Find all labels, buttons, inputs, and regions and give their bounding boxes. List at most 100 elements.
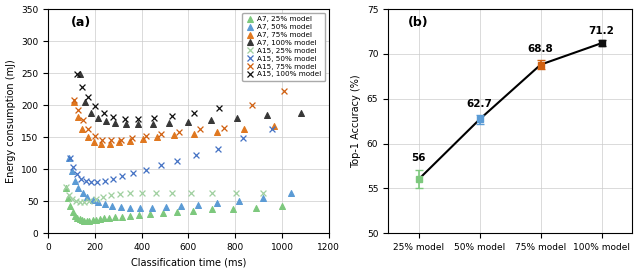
- Point: [164, 121, 174, 125]
- Point: [90, 104, 100, 109]
- Point: [86, 111, 96, 115]
- Point: [183, 120, 193, 124]
- Point: [238, 136, 248, 141]
- Point: [279, 20, 289, 24]
- Point: [258, 196, 268, 200]
- Point: [68, 210, 78, 214]
- Point: [64, 155, 74, 160]
- Point: [133, 122, 143, 126]
- Point: [72, 172, 82, 176]
- Point: [109, 215, 120, 219]
- Point: [76, 177, 86, 181]
- Point: [205, 118, 216, 122]
- Point: [147, 205, 157, 210]
- Point: [110, 121, 120, 125]
- Text: 71.2: 71.2: [589, 25, 614, 35]
- Point: [186, 191, 196, 195]
- Point: [100, 179, 110, 183]
- Point: [207, 191, 217, 195]
- Point: [230, 191, 241, 195]
- Point: [174, 130, 184, 134]
- Point: [97, 194, 108, 199]
- Point: [207, 207, 217, 212]
- Point: [79, 200, 90, 204]
- Point: [141, 168, 151, 172]
- Y-axis label: Energy consumption (mJ): Energy consumption (mJ): [6, 59, 15, 183]
- Point: [129, 171, 139, 175]
- Point: [61, 186, 71, 191]
- Point: [90, 196, 100, 201]
- Point: [86, 180, 96, 184]
- Point: [115, 205, 125, 209]
- Point: [193, 203, 203, 207]
- Point: [106, 138, 116, 143]
- Text: (b): (b): [408, 16, 428, 29]
- Point: [120, 116, 130, 121]
- Point: [88, 198, 98, 202]
- Point: [70, 214, 80, 218]
- Point: [125, 139, 135, 143]
- Point: [108, 177, 118, 181]
- Point: [99, 216, 109, 221]
- Point: [125, 191, 136, 196]
- Point: [172, 159, 182, 163]
- Point: [88, 218, 98, 222]
- Point: [212, 130, 222, 134]
- Point: [169, 133, 179, 137]
- Point: [83, 95, 93, 100]
- Point: [213, 146, 223, 151]
- Point: [117, 174, 127, 178]
- Point: [244, 63, 254, 68]
- Point: [68, 98, 79, 102]
- Point: [189, 132, 199, 136]
- Text: 56: 56: [412, 153, 426, 163]
- Point: [135, 205, 145, 210]
- Point: [261, 113, 271, 118]
- Point: [232, 116, 242, 120]
- Point: [68, 165, 78, 170]
- Point: [219, 125, 229, 130]
- Point: [93, 116, 103, 120]
- Point: [90, 134, 100, 138]
- Point: [81, 219, 92, 223]
- Point: [84, 219, 94, 223]
- Point: [83, 195, 93, 200]
- Point: [191, 153, 201, 157]
- Point: [72, 72, 83, 76]
- Point: [247, 103, 257, 107]
- Point: [156, 132, 166, 136]
- Point: [89, 140, 99, 144]
- Text: 62.7: 62.7: [467, 99, 493, 109]
- Point: [285, 191, 296, 196]
- Point: [97, 138, 108, 142]
- Point: [99, 111, 109, 115]
- X-axis label: Classification time (ms): Classification time (ms): [131, 257, 246, 268]
- Point: [125, 214, 135, 218]
- Point: [176, 204, 186, 209]
- Point: [74, 72, 84, 76]
- Point: [77, 127, 88, 131]
- Point: [151, 191, 161, 195]
- Point: [234, 199, 244, 203]
- Point: [74, 200, 84, 205]
- Point: [67, 169, 77, 173]
- Point: [63, 196, 73, 200]
- Point: [74, 217, 84, 221]
- Point: [70, 199, 81, 203]
- Point: [214, 106, 224, 111]
- Point: [279, 89, 289, 93]
- Point: [92, 180, 102, 184]
- Point: [68, 100, 79, 104]
- Point: [100, 119, 111, 123]
- Point: [73, 114, 83, 119]
- Point: [296, 111, 307, 115]
- Point: [65, 155, 75, 160]
- Point: [91, 218, 101, 222]
- Point: [228, 207, 238, 211]
- Point: [134, 213, 145, 217]
- Point: [152, 135, 163, 139]
- Point: [156, 163, 166, 167]
- Point: [93, 200, 104, 205]
- Point: [100, 202, 110, 207]
- Point: [132, 116, 143, 121]
